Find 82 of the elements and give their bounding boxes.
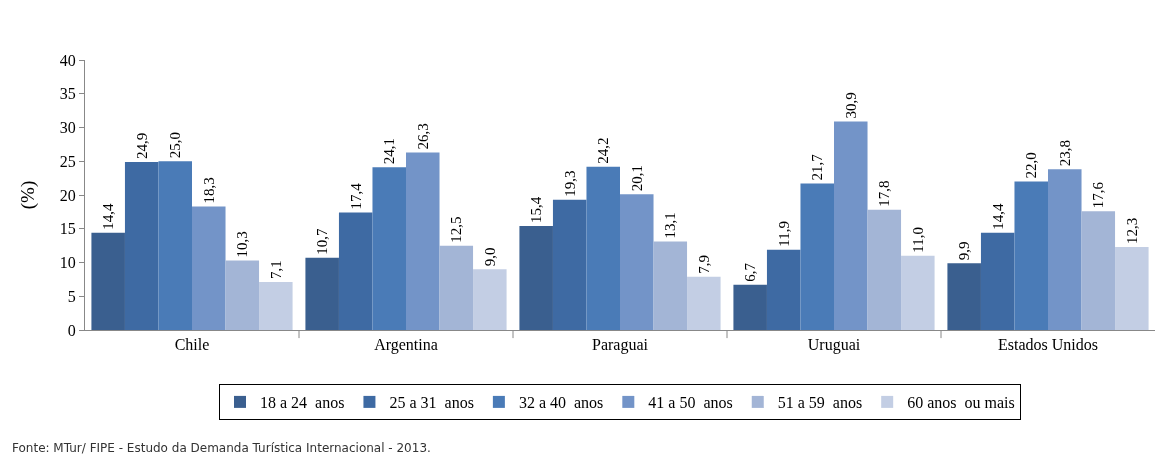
bar [901,255,935,330]
data-label: 22,0 [1023,152,1040,179]
data-label: 12,5 [448,216,465,243]
y-tick-label: 30 [59,119,76,137]
bar [620,194,654,330]
data-label: 11,0 [909,227,926,253]
bar [519,226,553,330]
bar [406,152,440,330]
bar [124,161,159,330]
data-label: 11,9 [775,220,792,247]
y-axis-title: (%) [16,180,39,210]
y-tick-label: 40 [59,51,76,69]
legend-label: 18 a 24 anos [260,394,345,412]
bar [372,167,406,330]
x-tick-label: Chile [174,336,210,354]
bar [867,209,902,330]
y-tick-label: 15 [59,220,76,238]
bar [980,232,1015,330]
data-label: 14,4 [100,203,117,230]
data-label: 30,9 [842,92,859,119]
data-label: 9,0 [481,247,498,267]
bar [439,245,474,330]
legend-label: 32 a 40 anos [518,394,604,412]
bar [766,249,801,330]
data-label: 23,8 [1056,140,1073,167]
data-label: 17,6 [1090,181,1107,209]
bar [834,121,868,330]
y-tick-label: 25 [59,152,76,170]
data-label: 20,1 [628,165,645,192]
data-label: 26,3 [414,123,431,150]
data-label: 6,7 [742,262,759,282]
x-tick-label: Uruguai [807,336,861,355]
x-tick-label: Argentina [374,336,438,355]
data-label: 13,1 [662,212,679,239]
y-tick-label: 5 [67,287,76,305]
data-label: 21,7 [809,153,826,181]
data-label: 10,7 [314,228,331,255]
legend-label: 51 a 59 anos [777,394,863,412]
bar [1081,211,1116,330]
y-tick-label: 20 [59,186,76,204]
data-label: 7,1 [267,260,284,280]
data-label: 9,9 [956,241,973,261]
data-label: 12,3 [1123,217,1140,244]
bar [338,212,373,330]
bar [192,206,226,330]
data-label: 24,9 [133,132,150,159]
bar [473,269,507,330]
bar [225,260,260,330]
bar [586,166,620,330]
y-tick-label: 0 [67,321,76,339]
bar [91,232,125,330]
bar [733,284,767,330]
data-label: 17,4 [347,182,364,210]
bar [1014,181,1048,330]
bar [1115,246,1149,330]
data-label: 25,0 [167,132,184,159]
source-note: Fonte: MTur/ FIPE - Estudo da Demanda Turística Internacional - 2013. [12,441,431,455]
legend-label: 60 anos ou mais [907,394,1015,412]
bar [800,183,834,330]
bar [259,282,293,330]
data-label: 18,3 [200,177,217,204]
y-tick-label: 35 [59,85,76,103]
bar [305,257,339,330]
bar [687,276,721,330]
data-label: 14,4 [989,203,1006,230]
bar [1048,169,1082,330]
legend-label: 25 a 31 anos [389,394,474,412]
bar [947,263,981,330]
data-label: 7,9 [695,254,712,274]
data-label: 15,4 [528,196,545,224]
data-label: 24,1 [381,138,398,165]
data-label: 24,2 [595,137,612,164]
legend-label: 41 a 50 anos [648,394,733,412]
bar [158,161,192,330]
bar [552,199,587,330]
data-label: 17,8 [876,180,893,207]
x-tick-label: Paraguai [592,336,649,355]
x-tick-label: Estados Unidos [998,336,1098,354]
y-tick-label: 10 [59,254,76,272]
data-label: 10,3 [234,231,251,258]
bar [653,241,688,330]
data-label: 19,3 [561,170,578,197]
